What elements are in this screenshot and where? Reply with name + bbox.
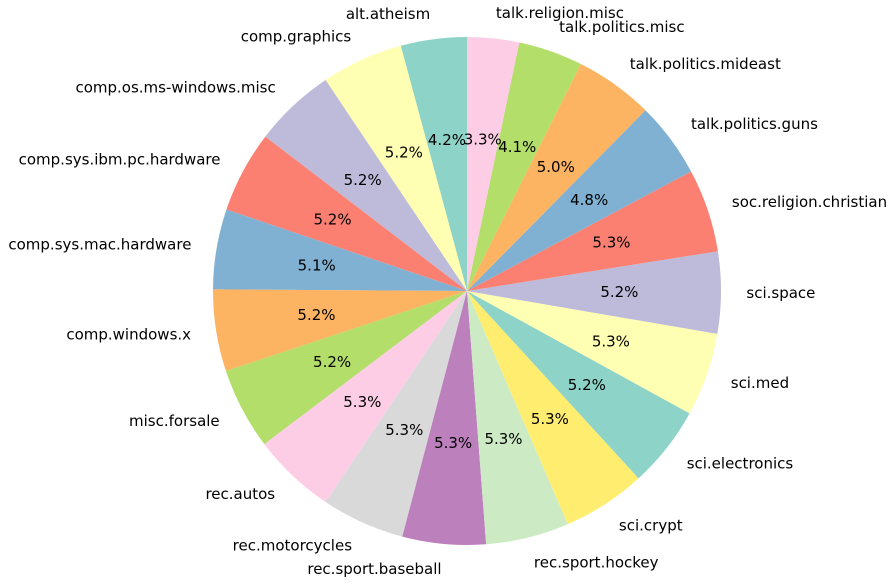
category-label-sci-crypt: sci.crypt [619, 516, 683, 534]
pie-slices [213, 37, 721, 545]
percent-labels: 4.2%5.2%5.2%5.2%5.1%5.2%5.2%5.3%5.3%5.3%… [297, 130, 638, 451]
pie-slice-sci-crypt [467, 291, 639, 525]
pie-slice-soc-religion-christian [467, 171, 718, 291]
pie-slice-comp-os-ms-windows-misc [265, 80, 467, 291]
category-label-comp-graphics: comp.graphics [241, 28, 352, 46]
pie-slice-talk-politics-misc [467, 42, 581, 292]
category-label-comp-sys-ibm-pc-hardware: comp.sys.ibm.pc.hardware [19, 150, 221, 168]
category-label-talk-politics-guns: talk.politics.guns [691, 115, 818, 133]
percent-label-misc-forsale: 5.2% [313, 353, 351, 371]
category-label-rec-motorcycles: rec.motorcycles [233, 537, 353, 555]
percent-label-comp-graphics: 5.2% [385, 143, 423, 161]
percent-label-sci-crypt: 5.3% [531, 410, 569, 428]
pie-slice-rec-motorcycles [325, 291, 467, 537]
category-label-talk-politics-mideast: talk.politics.mideast [630, 55, 781, 73]
percent-label-talk-politics-misc: 4.1% [498, 138, 536, 156]
percent-label-soc-religion-christian: 5.3% [592, 234, 630, 252]
percent-label-talk-politics-guns: 4.8% [570, 191, 608, 209]
pie-slice-rec-autos [264, 291, 467, 502]
category-label-sci-med: sci.med [731, 374, 789, 392]
category-label-talk-politics-misc: talk.politics.misc [559, 18, 684, 36]
percent-label-sci-space: 5.2% [600, 283, 638, 301]
category-label-comp-sys-mac-hardware: comp.sys.mac.hardware [8, 236, 191, 254]
category-label-soc-religion-christian: soc.religion.christian [732, 193, 887, 211]
category-label-sci-space: sci.space [746, 284, 815, 302]
pie-slice-comp-sys-ibm-pc-hardware [226, 136, 467, 291]
percent-label-comp-windows-x: 5.2% [297, 306, 335, 324]
category-label-talk-religion-misc: talk.religion.misc [496, 4, 624, 22]
pie-slice-sci-electronics [467, 291, 690, 479]
category-label-sci-electronics: sci.electronics [687, 455, 794, 473]
pie-slice-talk-politics-mideast [467, 63, 646, 291]
category-label-comp-windows-x: comp.windows.x [66, 326, 191, 344]
percent-label-rec-sport-baseball: 5.3% [434, 434, 472, 452]
category-label-rec-sport-baseball: rec.sport.baseball [307, 560, 441, 578]
percent-label-comp-os-ms-windows-misc: 5.2% [344, 171, 382, 189]
category-labels: alt.atheism comp.graphics comp.os.ms-windo… [8, 4, 887, 578]
pie-slice-comp-graphics [325, 45, 467, 292]
category-label-rec-autos: rec.autos [205, 485, 275, 503]
percent-label-rec-sport-hockey: 5.3% [484, 430, 522, 448]
percent-label-comp-sys-mac-hardware: 5.1% [298, 257, 336, 275]
pie-slice-sci-med [467, 291, 718, 414]
pie-slice-talk-religion-misc [467, 37, 520, 291]
category-label-alt-atheism: alt.atheism [346, 5, 430, 23]
pie-slice-comp-windows-x [213, 289, 467, 372]
percent-label-talk-politics-mideast: 5.0% [537, 158, 575, 176]
category-label-rec-sport-hockey: rec.sport.hockey [534, 553, 659, 571]
category-label-comp-os-ms-windows-misc: comp.os.ms-windows.misc [75, 78, 275, 96]
pie-slice-alt-atheism [400, 37, 467, 291]
pie-slice-rec-sport-baseball [402, 291, 487, 545]
percent-label-sci-med: 5.3% [592, 332, 630, 350]
percent-label-talk-religion-misc: 3.3% [464, 130, 502, 148]
category-label-misc-forsale: misc.forsale [129, 412, 220, 430]
pie-slice-rec-sport-hockey [467, 291, 568, 545]
percent-label-sci-electronics: 5.2% [568, 376, 606, 394]
percent-label-rec-autos: 5.3% [343, 393, 381, 411]
percent-label-rec-motorcycles: 5.3% [385, 421, 423, 439]
pie-slice-sci-space [467, 251, 721, 334]
percent-label-comp-sys-ibm-pc-hardware: 5.2% [313, 210, 351, 228]
pie-slice-misc-forsale [225, 291, 467, 445]
pie-slice-comp-sys-mac-hardware [213, 209, 467, 291]
percent-label-alt-atheism: 4.2% [428, 131, 466, 149]
pie-slice-talk-politics-guns [467, 110, 692, 292]
